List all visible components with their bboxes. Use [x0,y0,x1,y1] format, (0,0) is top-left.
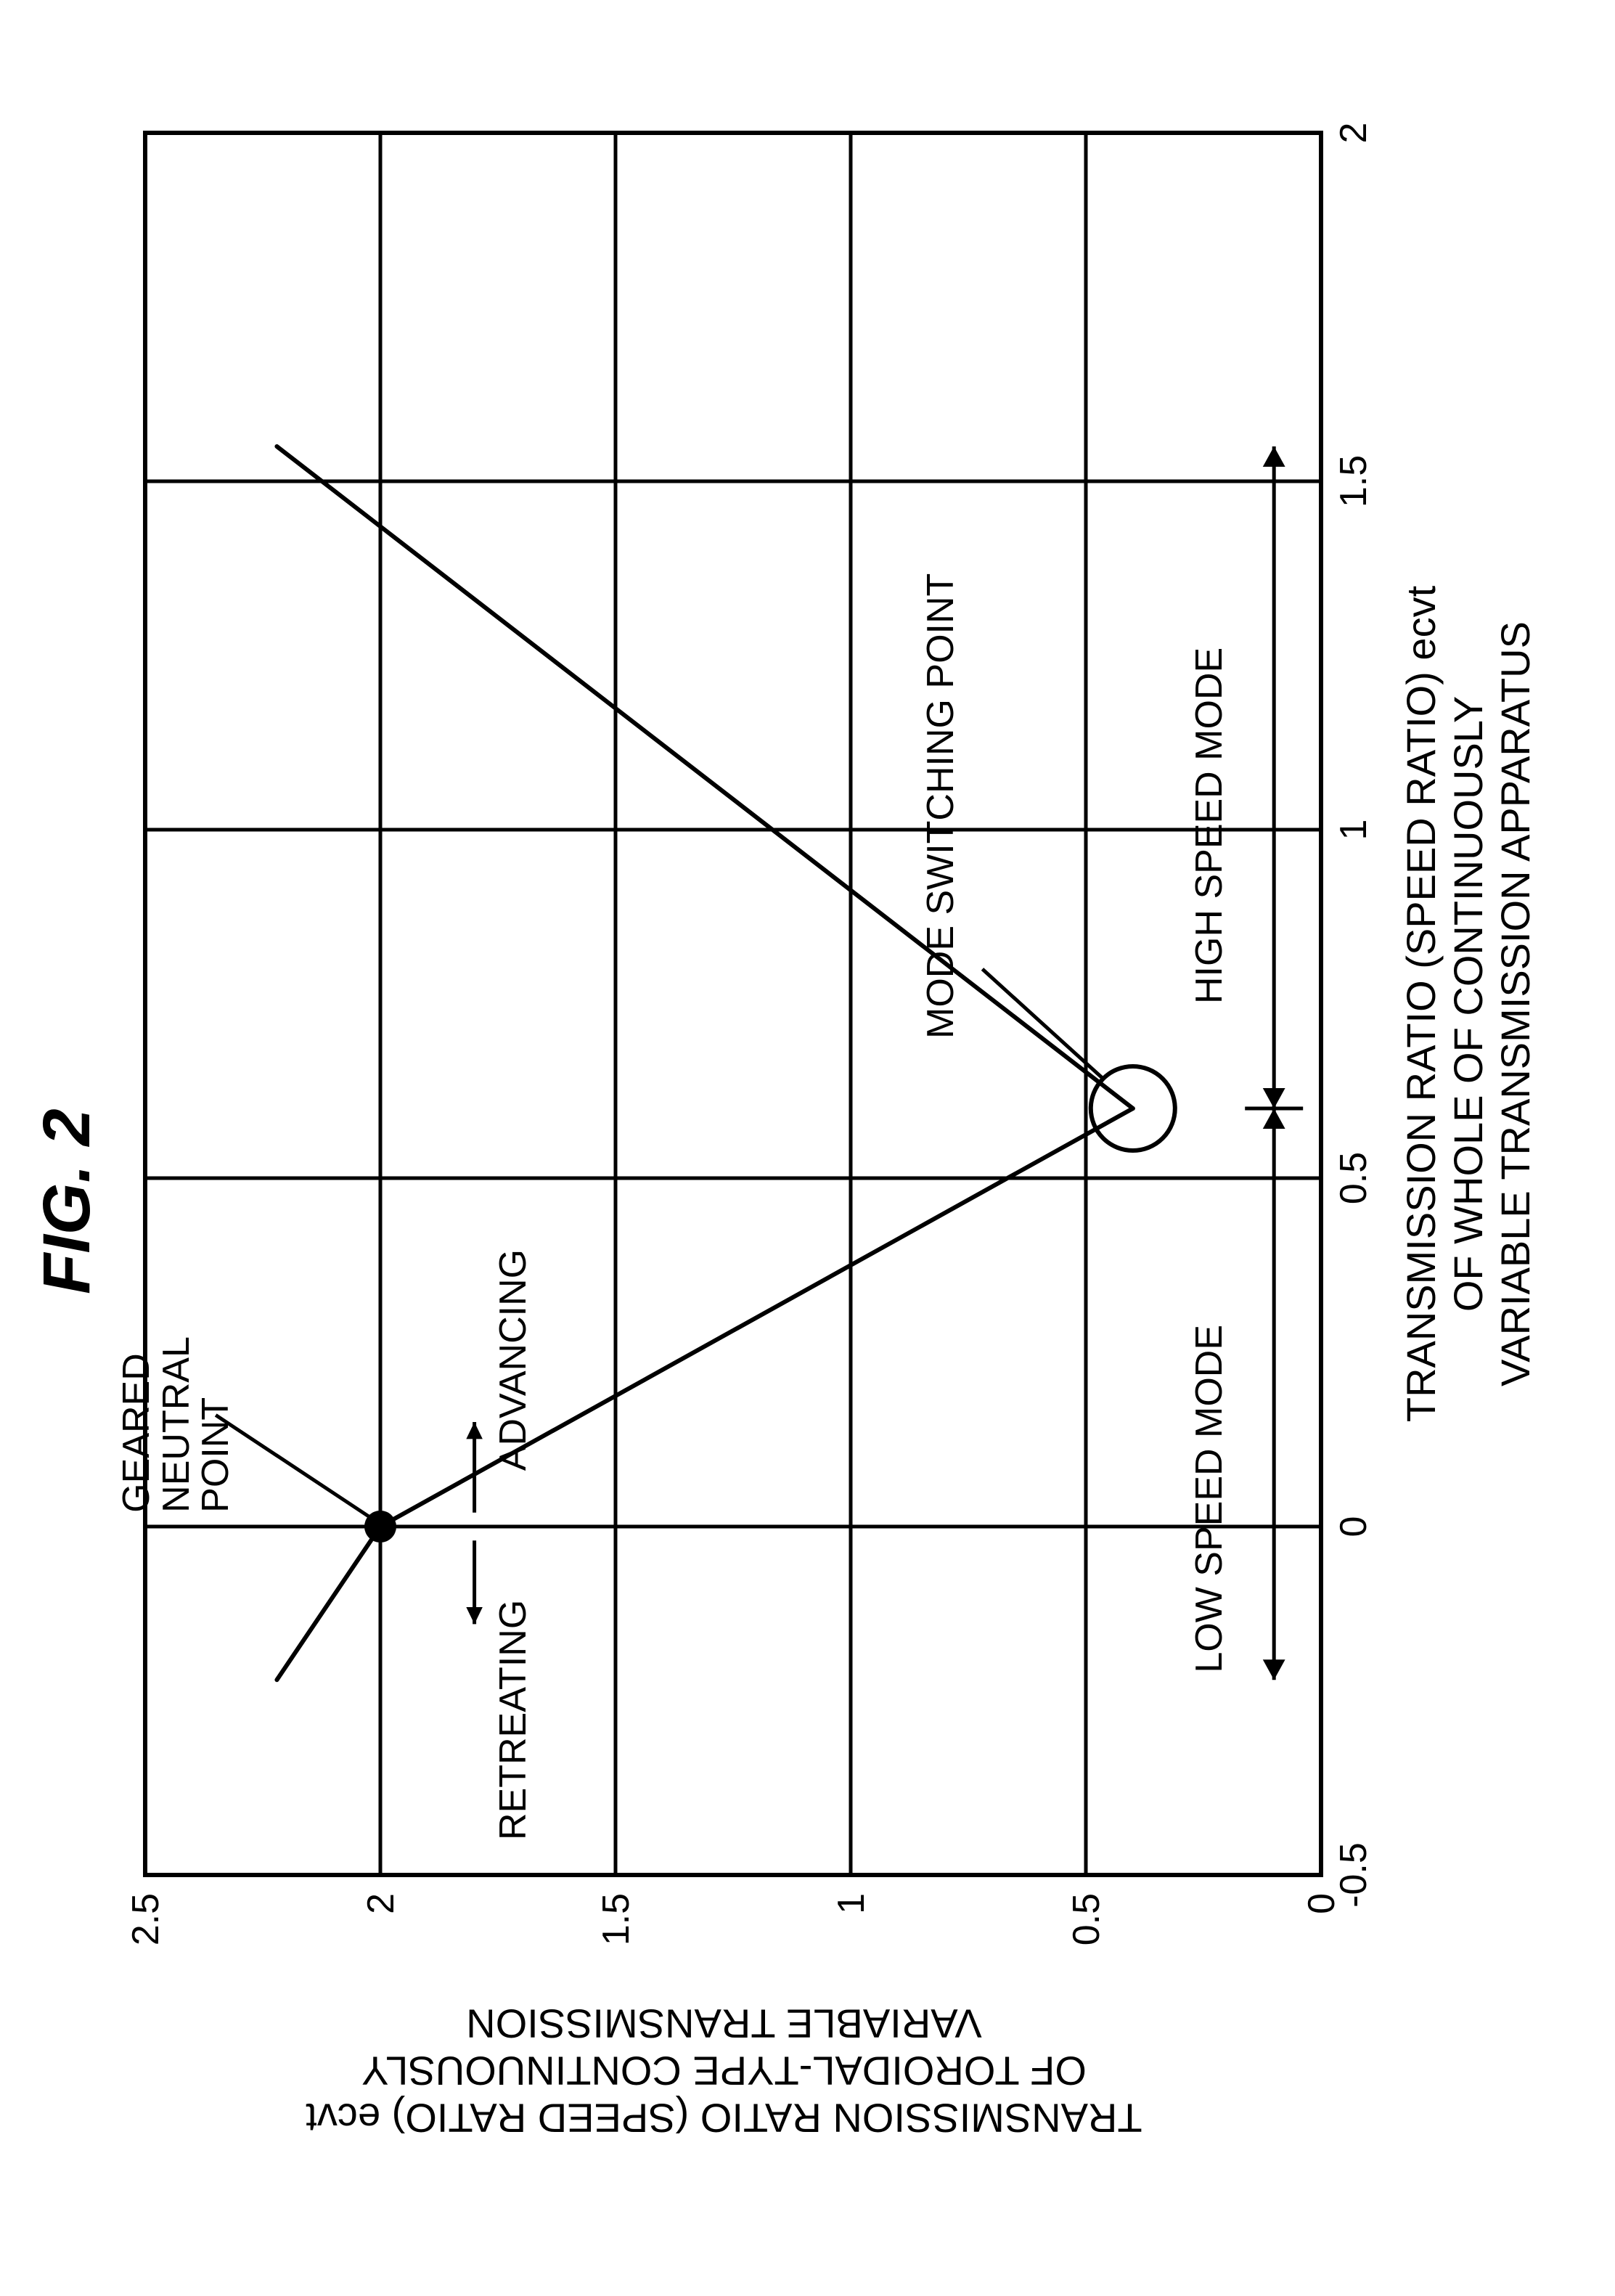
svg-text:2.5: 2.5 [125,1893,167,1945]
y-axis-label-line1: TRANSMISSION RATIO (SPEED RATIO) ecvt [107,2095,1341,2142]
svg-text:0.5: 0.5 [1066,1893,1108,1945]
mode-switching-label: MODE SWITCHING POINT [921,573,961,1039]
y-axis-label: TRANSMISSION RATIO (SPEED RATIO) ecvt OF… [107,2001,1341,2142]
y-axis-label-line3: VARIABLE TRANSMISSION [107,2001,1341,2048]
svg-text:0: 0 [1301,1893,1343,1914]
x-axis-label-line1: TRANSMISSION RATIO (SPEED RATIO) ecvt [1397,314,1444,1694]
chart-svg: -0.500.511.5200.511.522.5 [0,0,1615,2296]
retreating-label: RETREATING [494,1600,533,1840]
x-axis-label-line2: OF WHOLE OF CONTINUOUSLY [1444,314,1492,1694]
advancing-label: ADVANCING [494,1249,533,1471]
y-axis-label-line2: OF TOROIDAL-TYPE CONTINUOUSLY [107,2048,1341,2095]
svg-text:2: 2 [360,1893,402,1914]
svg-text:1.5: 1.5 [1333,455,1375,507]
high-speed-mode-label: HIGH SPEED MODE [1190,647,1230,1004]
svg-text:0.5: 0.5 [1333,1152,1375,1204]
page: FIG. 2 -0.500.511.5200.511.522.5 TRANSMI… [0,0,1615,2296]
svg-text:1: 1 [830,1893,872,1914]
svg-text:0: 0 [1333,1516,1375,1537]
svg-text:1.5: 1.5 [595,1893,637,1945]
low-speed-mode-label: LOW SPEED MODE [1190,1325,1230,1673]
geared-neutral-label: GEAREDNEUTRALPOINT [117,1336,236,1513]
x-axis-label-line3: VARIABLE TRANSMISSION APPARATUS [1492,314,1539,1694]
svg-text:1: 1 [1333,820,1375,841]
x-axis-label: TRANSMISSION RATIO (SPEED RATIO) ecvt OF… [1397,314,1539,1694]
svg-text:2: 2 [1333,123,1375,144]
rotated-canvas: FIG. 2 -0.500.511.5200.511.522.5 TRANSMI… [0,0,1615,2296]
